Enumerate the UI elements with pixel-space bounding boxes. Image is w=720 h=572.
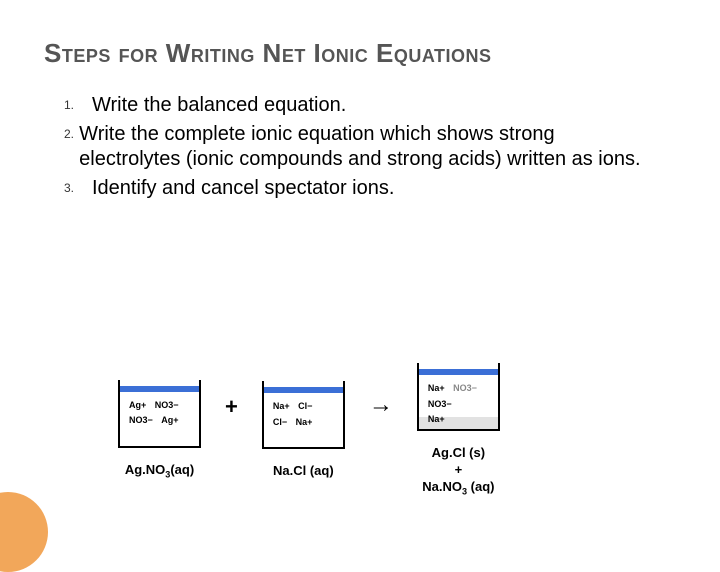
ion-labels: Ag+ NO3− NO3− Ag+	[122, 396, 197, 444]
plus-operator: +	[225, 394, 238, 420]
beaker-caption: Ag.NO3(aq)	[125, 462, 194, 481]
arrow-icon: →	[369, 391, 393, 419]
beaker-products: Na+ NO3− NO3− Na+ Ag.Cl (s)+Na.NO3 (aq)	[411, 357, 506, 498]
list-item: 3. Identify and cancel spectator ions.	[64, 176, 644, 201]
step-number: 2.	[64, 122, 79, 141]
step-text: Write the complete ionic equation which …	[79, 122, 644, 172]
beaker-agno3: Ag+ NO3− NO3− Ag+ Ag.NO3(aq)	[112, 374, 207, 481]
step-text: Identify and cancel spectator ions.	[92, 176, 394, 201]
reaction-diagram: Ag+ NO3− NO3− Ag+ Ag.NO3(aq) + Na+ Cl− C…	[112, 357, 506, 498]
beaker-icon: Na+ NO3− NO3− Na+	[411, 357, 506, 437]
beaker-caption: Na.Cl (aq)	[273, 463, 334, 480]
list-item: 1. Write the balanced equation.	[64, 93, 644, 118]
beaker-icon: Na+ Cl− Cl− Na+	[256, 375, 351, 455]
steps-list: 1. Write the balanced equation. 2. Write…	[64, 93, 644, 201]
beaker-caption: Ag.Cl (s)+Na.NO3 (aq)	[422, 445, 494, 498]
ion-labels: Na+ Cl− Cl− Na+	[266, 397, 341, 445]
slide: Steps for Writing Net Ionic Equations 1.…	[12, 18, 708, 528]
step-number: 3.	[64, 176, 92, 195]
list-item: 2. Write the complete ionic equation whi…	[64, 122, 644, 172]
step-number: 1.	[64, 93, 92, 112]
beaker-nacl: Na+ Cl− Cl− Na+ Na.Cl (aq)	[256, 375, 351, 480]
ion-labels: Na+ NO3− NO3− Na+	[421, 379, 496, 427]
beaker-icon: Ag+ NO3− NO3− Ag+	[112, 374, 207, 454]
step-text: Write the balanced equation.	[92, 93, 346, 118]
page-title: Steps for Writing Net Ionic Equations	[44, 38, 708, 69]
